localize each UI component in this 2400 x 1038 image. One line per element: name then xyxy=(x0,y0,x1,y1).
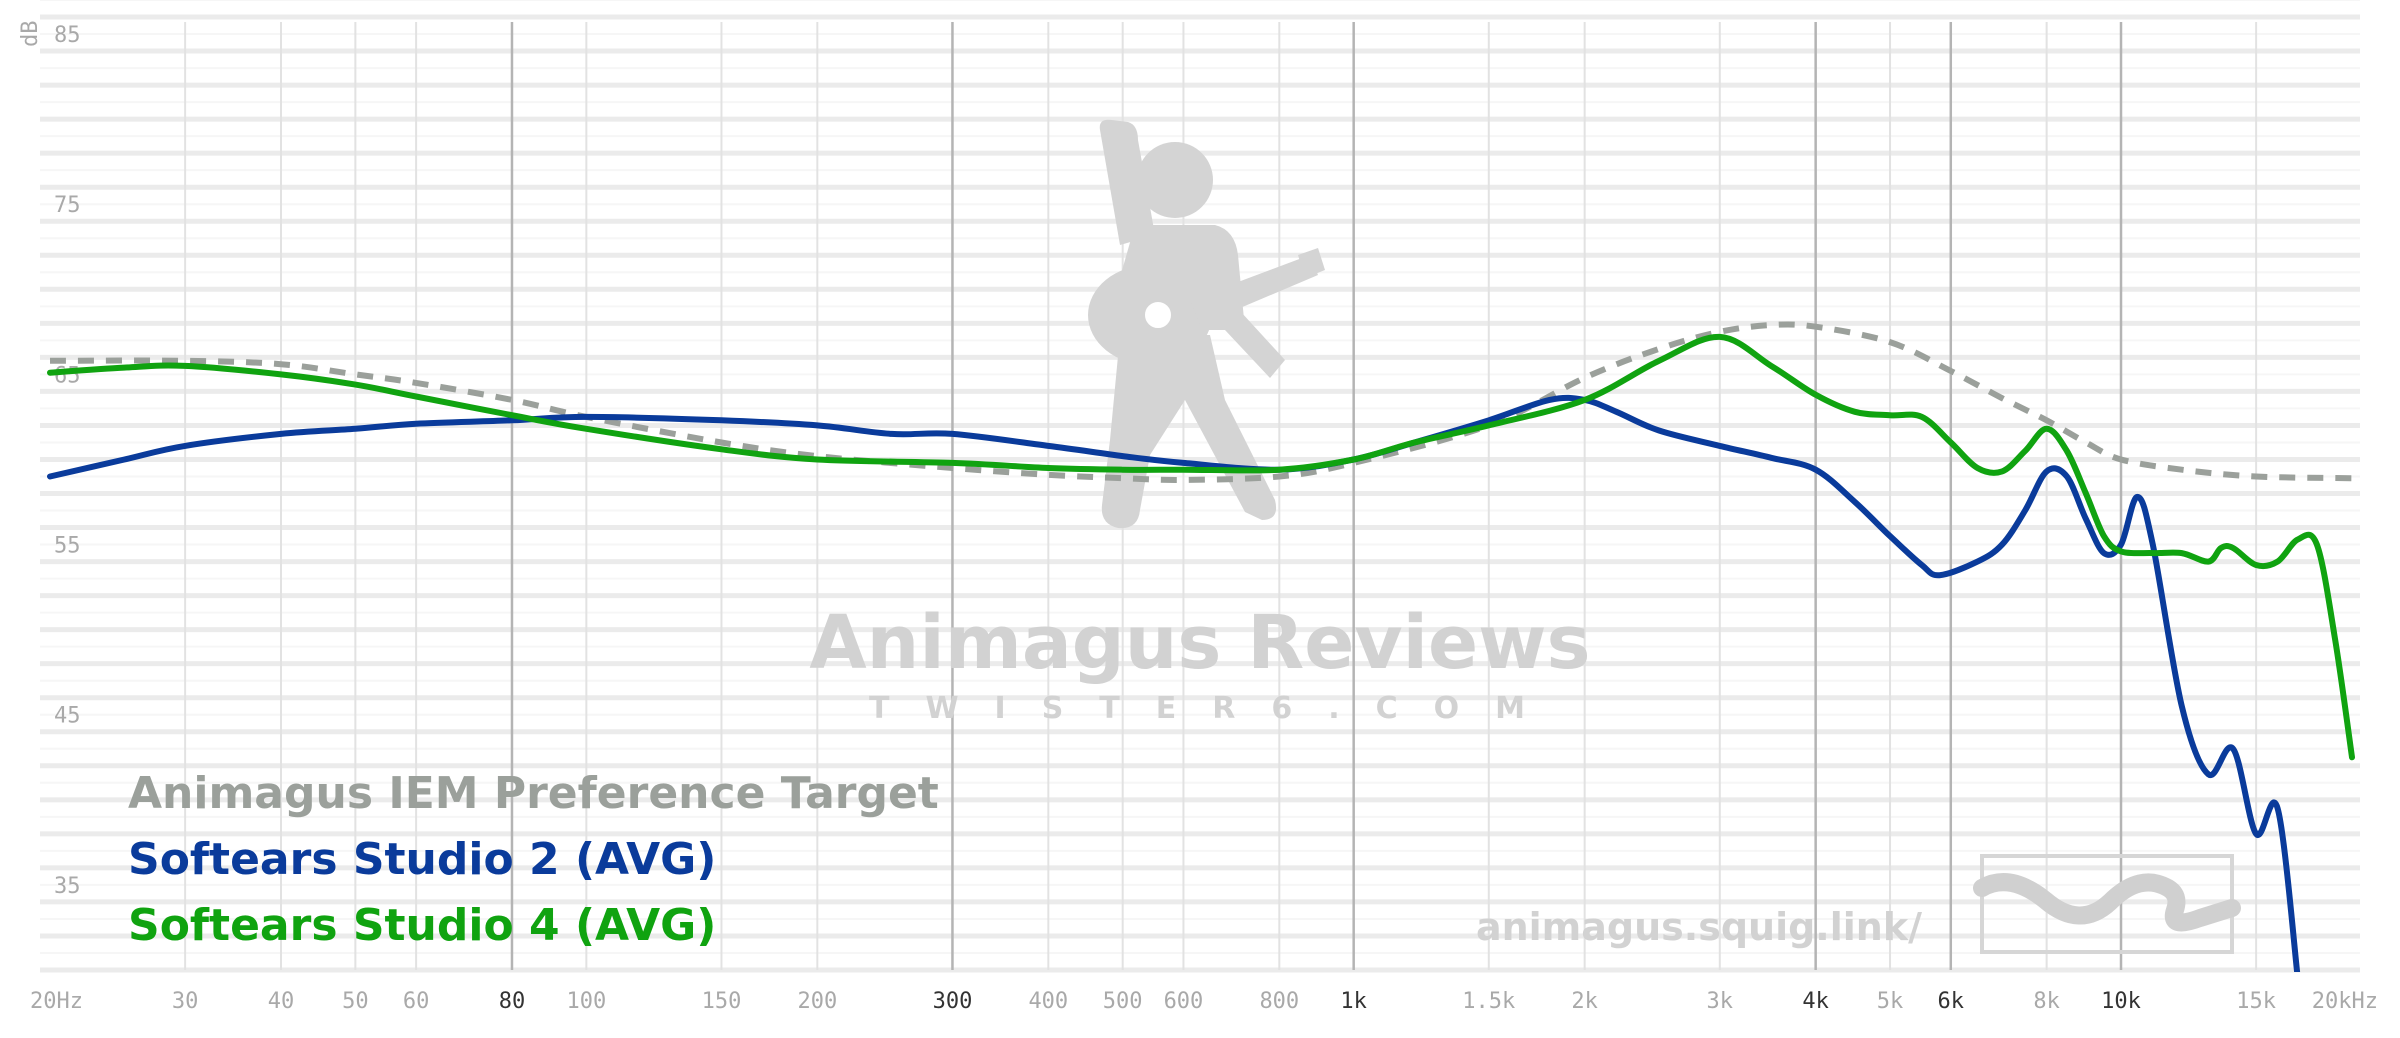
series-line-3 xyxy=(47,333,2355,761)
x-tick-label: 6k xyxy=(1938,989,1965,1014)
y-tick-label: 75 xyxy=(54,193,81,218)
guitar-soundhole-icon xyxy=(1139,296,1177,334)
series-lines xyxy=(47,321,2355,972)
x-tick-label: 100 xyxy=(566,989,606,1014)
x-tick-label: 3k xyxy=(1707,989,1734,1014)
y-tick-label: 45 xyxy=(54,704,81,729)
x-tick-label: 8k xyxy=(2033,989,2060,1014)
x-tick-label: 20kHz xyxy=(2312,989,2378,1014)
series-line-2 xyxy=(47,394,2301,972)
x-tick-label: 500 xyxy=(1103,989,1143,1014)
x-tick-label: 800 xyxy=(1259,989,1299,1014)
x-tick-label: 20Hz xyxy=(30,989,83,1014)
x-tick-label: 2k xyxy=(1571,989,1598,1014)
horizontal-grid xyxy=(40,0,2360,973)
x-tick-label: 1k xyxy=(1340,989,1367,1014)
x-tick-label: 300 xyxy=(933,989,973,1014)
x-tick-label: 30 xyxy=(172,989,199,1014)
watermark: Animagus Reviews TWISTER6.COM animagus.s… xyxy=(809,119,2241,954)
legend-entry: Softears Studio 4 (AVG) xyxy=(128,900,716,951)
legend-entry: Animagus IEM Preference Target xyxy=(128,768,939,819)
y-tick-label: 55 xyxy=(54,534,81,559)
x-tick-label: 15k xyxy=(2236,989,2276,1014)
x-tick-label: 10k xyxy=(2101,989,2141,1014)
x-tick-label: 80 xyxy=(499,989,526,1014)
squiglink-logo-icon xyxy=(1973,854,2241,954)
x-tick-label: 60 xyxy=(403,989,430,1014)
x-tick-label: 1.5k xyxy=(1462,989,1515,1014)
y-tick-label: 65 xyxy=(54,363,81,388)
legend: Animagus IEM Preference Target Softears S… xyxy=(128,768,939,951)
series-line-1 xyxy=(49,321,2353,483)
y-tick-label: 35 xyxy=(54,874,81,899)
x-tick-label: 40 xyxy=(268,989,295,1014)
y-axis-ticks: 85 75 65 55 45 35 xyxy=(54,23,81,899)
x-tick-label: 600 xyxy=(1164,989,1204,1014)
x-tick-label: 4k xyxy=(1802,989,1829,1014)
x-tick-label: 200 xyxy=(797,989,837,1014)
watermark-subtitle: TWISTER6.COM xyxy=(869,691,1561,726)
x-tick-label: 50 xyxy=(342,989,369,1014)
x-tick-label: 150 xyxy=(702,989,742,1014)
x-axis-ticks: 20Hz 30 40 50 60 80 100 150 200 300 400 500 600 800 1k… xyxy=(30,989,2378,1014)
y-tick-label: 85 xyxy=(54,23,81,48)
watermark-title: Animagus Reviews xyxy=(809,600,1590,686)
x-tick-label: 400 xyxy=(1028,989,1068,1014)
watermark-url: animagus.squig.link/ xyxy=(1476,905,1922,949)
y-axis-label: dB xyxy=(18,21,43,48)
legend-entry: Softears Studio 2 (AVG) xyxy=(128,834,716,885)
x-tick-label: 5k xyxy=(1877,989,1904,1014)
